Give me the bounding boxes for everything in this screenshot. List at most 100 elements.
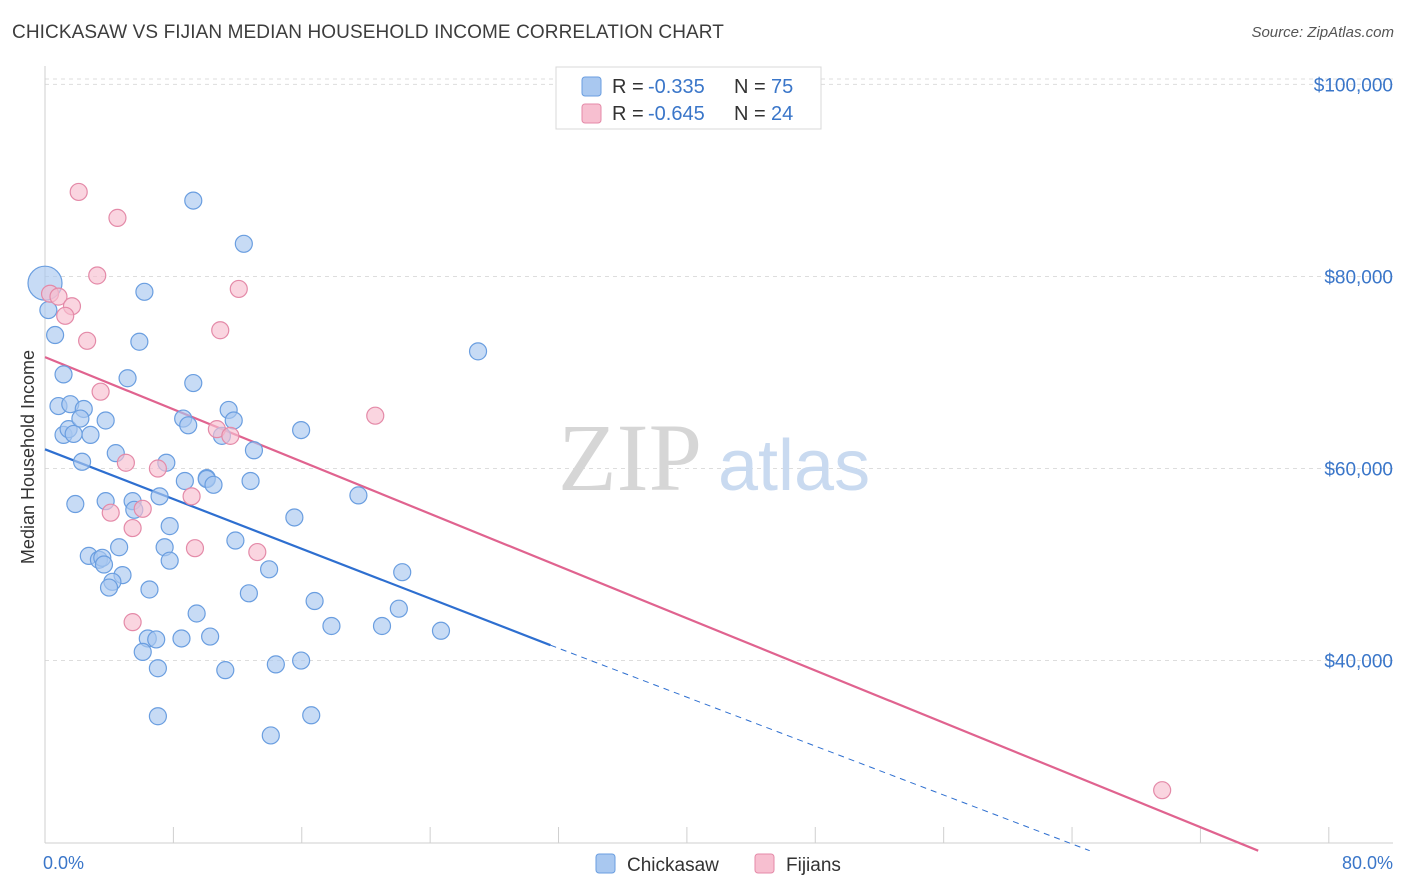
point-chickasaw bbox=[71, 409, 90, 428]
point-chickasaw bbox=[118, 369, 137, 388]
point-fijians bbox=[221, 426, 240, 445]
point-fijians bbox=[133, 499, 152, 518]
point-fijians bbox=[123, 613, 142, 632]
axes bbox=[44, 66, 1393, 844]
point-fijians bbox=[123, 518, 142, 538]
zipatlas-watermark: ZIP atlas bbox=[558, 404, 870, 511]
point-fijians bbox=[69, 182, 88, 202]
point-chickasaw bbox=[285, 508, 304, 527]
point-fijians bbox=[248, 542, 267, 562]
point-chickasaw bbox=[292, 651, 311, 670]
watermark-atlas: atlas bbox=[718, 426, 870, 506]
point-chickasaw bbox=[260, 560, 279, 579]
point-fijians bbox=[366, 406, 385, 425]
point-fijians bbox=[108, 208, 127, 227]
point-fijians bbox=[148, 459, 167, 478]
point-chickasaw bbox=[224, 411, 243, 430]
point-fijians bbox=[211, 321, 230, 340]
legend-swatch-fijians bbox=[581, 103, 602, 124]
point-chickasaw bbox=[201, 627, 220, 646]
watermark-zip: ZIP bbox=[558, 404, 702, 511]
point-fijians bbox=[49, 287, 68, 306]
point-chickasaw bbox=[64, 424, 83, 444]
point-fijians bbox=[78, 331, 97, 350]
point-chickasaw bbox=[140, 580, 159, 599]
point-chickasaw bbox=[133, 642, 152, 662]
legend-n-value-2: 24 bbox=[771, 103, 793, 125]
legend-r-label-1: R = bbox=[612, 76, 644, 98]
legend-r-label-2: R = bbox=[612, 103, 644, 125]
point-fijians bbox=[185, 539, 205, 558]
trend-line-chickasaw bbox=[44, 448, 551, 647]
point-chickasaw bbox=[150, 487, 169, 506]
legend-swatch-chickasaw bbox=[581, 76, 602, 97]
point-fijians bbox=[116, 453, 135, 472]
point-chickasaw bbox=[172, 629, 191, 648]
point-chickasaw bbox=[431, 621, 451, 640]
x-tick-labels: 0.0% 80.0% bbox=[43, 853, 1393, 873]
point-chickasaw bbox=[175, 471, 194, 491]
legend-n-value-1: 75 bbox=[771, 76, 793, 98]
y-tick-labels: $100,000 $80,000 $60,000 $40,000 bbox=[1314, 75, 1393, 672]
point-chickasaw bbox=[160, 517, 179, 536]
point-chickasaw bbox=[393, 563, 412, 582]
x-tick-label-min: 0.0% bbox=[43, 853, 84, 873]
trend-lines bbox=[44, 356, 1259, 852]
point-chickasaw bbox=[266, 655, 285, 674]
point-chickasaw bbox=[226, 531, 245, 550]
point-chickasaw bbox=[46, 325, 65, 345]
point-chickasaw bbox=[135, 282, 154, 301]
point-chickasaw bbox=[187, 604, 206, 623]
legend-r-value-2: -0.645 bbox=[648, 103, 705, 125]
point-chickasaw bbox=[234, 234, 253, 253]
trend-line-fijians bbox=[44, 356, 1259, 852]
gridlines bbox=[45, 78, 1393, 662]
point-chickasaw bbox=[292, 420, 311, 440]
point-fijians bbox=[229, 279, 248, 299]
point-chickasaw bbox=[372, 616, 392, 636]
point-chickasaw bbox=[204, 475, 223, 494]
point-chickasaw bbox=[96, 411, 115, 430]
point-chickasaw bbox=[94, 555, 114, 574]
point-chickasaw bbox=[54, 365, 73, 384]
point-fijians bbox=[1153, 781, 1172, 800]
point-chickasaw bbox=[322, 616, 341, 636]
point-chickasaw bbox=[66, 494, 85, 514]
legend-bottom-swatch-chickasaw bbox=[595, 853, 616, 874]
legend-bottom: Chickasaw Fijians bbox=[595, 853, 841, 876]
point-chickasaw bbox=[261, 726, 280, 745]
y-tick-label: $40,000 bbox=[1324, 652, 1393, 673]
point-chickasaw bbox=[349, 486, 368, 505]
point-chickasaw bbox=[216, 661, 235, 680]
point-fijians bbox=[56, 306, 75, 325]
point-chickasaw bbox=[184, 191, 203, 210]
point-chickasaw bbox=[389, 599, 408, 618]
legend-n-label-1: N = bbox=[734, 76, 766, 98]
legend-r-value-1: -0.335 bbox=[648, 76, 705, 98]
point-chickasaw bbox=[179, 416, 198, 435]
point-chickasaw bbox=[99, 578, 119, 597]
point-chickasaw bbox=[147, 630, 166, 649]
legend-bottom-label-fijians: Fijians bbox=[786, 855, 841, 876]
point-chickasaw bbox=[160, 551, 179, 570]
chart-title: CHICKASAW VS FIJIAN MEDIAN HOUSEHOLD INC… bbox=[12, 22, 724, 43]
legend-box: R = -0.335 N = 75 R = -0.645 N = 24 bbox=[555, 66, 822, 130]
point-chickasaw bbox=[130, 332, 149, 351]
point-fijians bbox=[91, 382, 110, 401]
y-axis-title: Median Household Income bbox=[18, 350, 38, 564]
point-chickasaw bbox=[148, 659, 167, 678]
point-chickasaw bbox=[148, 707, 167, 726]
trend-line-chickasaw-extension bbox=[550, 644, 1090, 852]
point-chickasaw bbox=[244, 441, 264, 460]
point-chickasaw bbox=[302, 706, 321, 725]
data-points bbox=[27, 182, 1172, 800]
x-tick-label-max: 80.0% bbox=[1342, 853, 1393, 873]
y-tick-label: $80,000 bbox=[1324, 267, 1393, 288]
point-chickasaw bbox=[110, 538, 129, 557]
y-tick-label: $60,000 bbox=[1324, 460, 1393, 481]
legend-bottom-swatch-fijians bbox=[754, 853, 775, 874]
point-chickasaw bbox=[241, 471, 260, 491]
point-chickasaw bbox=[72, 452, 92, 471]
point-fijians bbox=[101, 503, 120, 522]
